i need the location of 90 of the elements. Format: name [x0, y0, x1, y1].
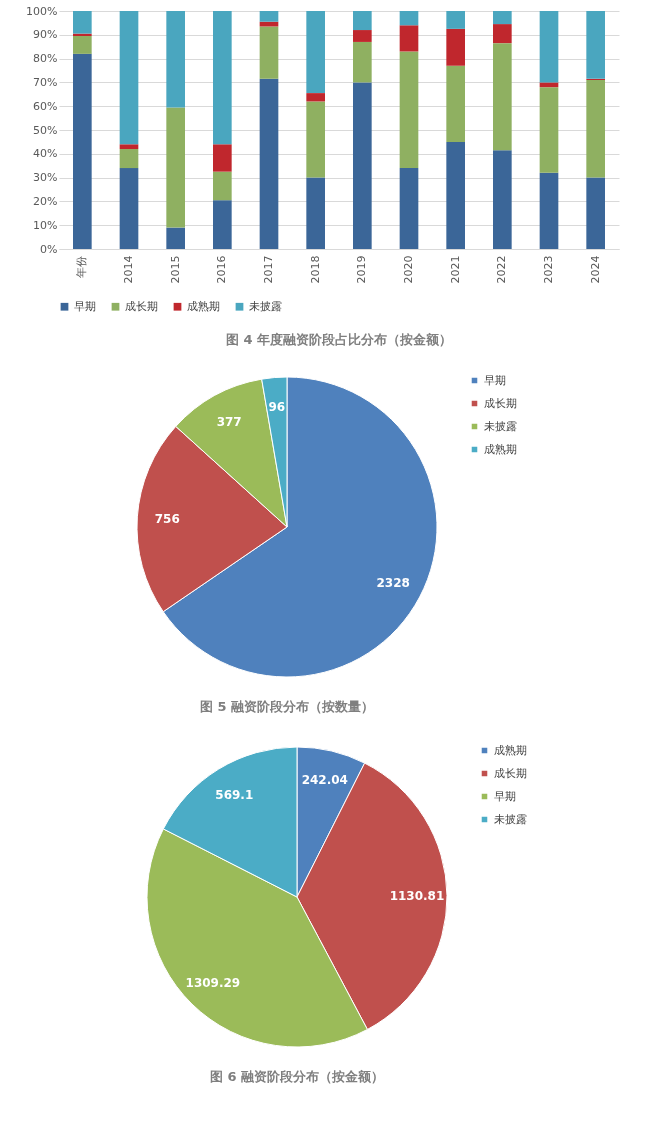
bar [213, 11, 232, 145]
bar [166, 107, 185, 228]
legend-label: 早期 [494, 789, 516, 803]
bar [166, 227, 185, 249]
y-tick-label: 80% [33, 52, 58, 66]
y-tick-label: 0% [40, 242, 58, 256]
bar [119, 144, 139, 150]
bar [539, 11, 559, 83]
bar [493, 11, 512, 25]
text: 图 5 融资阶段分布（按数量） [199, 699, 375, 714]
data-label: 242.04 [301, 773, 348, 788]
bar [399, 51, 419, 169]
bar [539, 87, 559, 173]
x-tick-label: 2018 [308, 255, 322, 284]
bar [213, 144, 232, 172]
bar [586, 80, 605, 178]
x-tick-label: 2017 [262, 255, 275, 284]
x-tick-label: 2019 [355, 255, 369, 284]
x-tick-label: 2016 [215, 255, 229, 284]
y-tick-label: 90% [33, 28, 58, 42]
bar [259, 26, 279, 79]
legend-label: 早期 [74, 299, 96, 313]
bar [586, 11, 605, 79]
data-label: 377 [216, 414, 242, 429]
bar [119, 168, 139, 249]
bar [119, 11, 139, 145]
bar [166, 11, 185, 108]
y-tick-label: 30% [33, 171, 58, 185]
bar [493, 150, 512, 249]
x-tick-label: 2015 [168, 255, 182, 284]
bar [446, 65, 465, 142]
legend-label: 成长期 [484, 396, 517, 410]
y-tick-label: 50% [33, 123, 58, 137]
legend-label: 未披露 [494, 812, 527, 826]
data-label: 756 [154, 511, 180, 526]
y-tick-label: 20% [33, 194, 58, 208]
legend-label: 成熟期 [484, 442, 517, 456]
bar [306, 177, 325, 249]
text: 图 6 融资阶段分布（按金额） [209, 1069, 385, 1084]
y-tick-label: 100% [26, 4, 58, 18]
x-tick-label: 2024 [588, 255, 602, 284]
bar [586, 177, 605, 249]
bar [446, 11, 465, 29]
bar [353, 30, 372, 42]
bar [399, 25, 419, 52]
y-tick-label: 40% [33, 147, 58, 161]
legend-label: 早期 [484, 373, 506, 387]
bar [213, 171, 232, 201]
data-label: 1130.81 [389, 888, 445, 903]
bar [306, 93, 325, 102]
legend-label: 成熟期 [187, 299, 220, 313]
bar [493, 43, 512, 151]
bar [353, 82, 372, 249]
data-label: 1309.29 [185, 975, 241, 990]
legend-label: 成熟期 [494, 743, 527, 757]
bar [353, 41, 372, 83]
legend-label: 成长期 [494, 766, 527, 780]
bar [306, 101, 325, 178]
bar [446, 141, 465, 249]
bar [259, 78, 279, 249]
bar [539, 82, 559, 88]
bar [73, 35, 92, 54]
x-tick-label: 2022 [495, 255, 509, 284]
y-tick-label: 60% [33, 99, 58, 113]
bar [73, 53, 92, 249]
bar [539, 172, 559, 249]
legend-label: 未披露 [484, 419, 517, 433]
bar [446, 28, 465, 66]
bar [399, 168, 419, 249]
text: 图 4 年度融资阶段占比分布（按金额） [225, 332, 453, 347]
data-label: 2328 [376, 575, 410, 590]
bar [259, 11, 279, 22]
legend-label: 未披露 [249, 299, 282, 313]
bar [73, 11, 92, 34]
data-label: 569.1 [215, 787, 254, 802]
bar [119, 149, 139, 169]
bar [399, 11, 419, 26]
bar [306, 11, 325, 94]
x-tick-label: 2014 [122, 255, 135, 284]
data-label: 96 [268, 400, 286, 415]
x-tick-label: 2023 [542, 255, 555, 284]
x-tick-label: 年份 [75, 255, 89, 278]
y-tick-label: 10% [33, 218, 58, 232]
legend-label: 成长期 [125, 299, 158, 313]
y-tick-label: 70% [33, 75, 58, 89]
x-tick-label: 2020 [402, 255, 415, 284]
x-tick-label: 2021 [448, 255, 462, 284]
bar [493, 24, 512, 44]
bar [353, 11, 372, 31]
bar [213, 200, 232, 249]
